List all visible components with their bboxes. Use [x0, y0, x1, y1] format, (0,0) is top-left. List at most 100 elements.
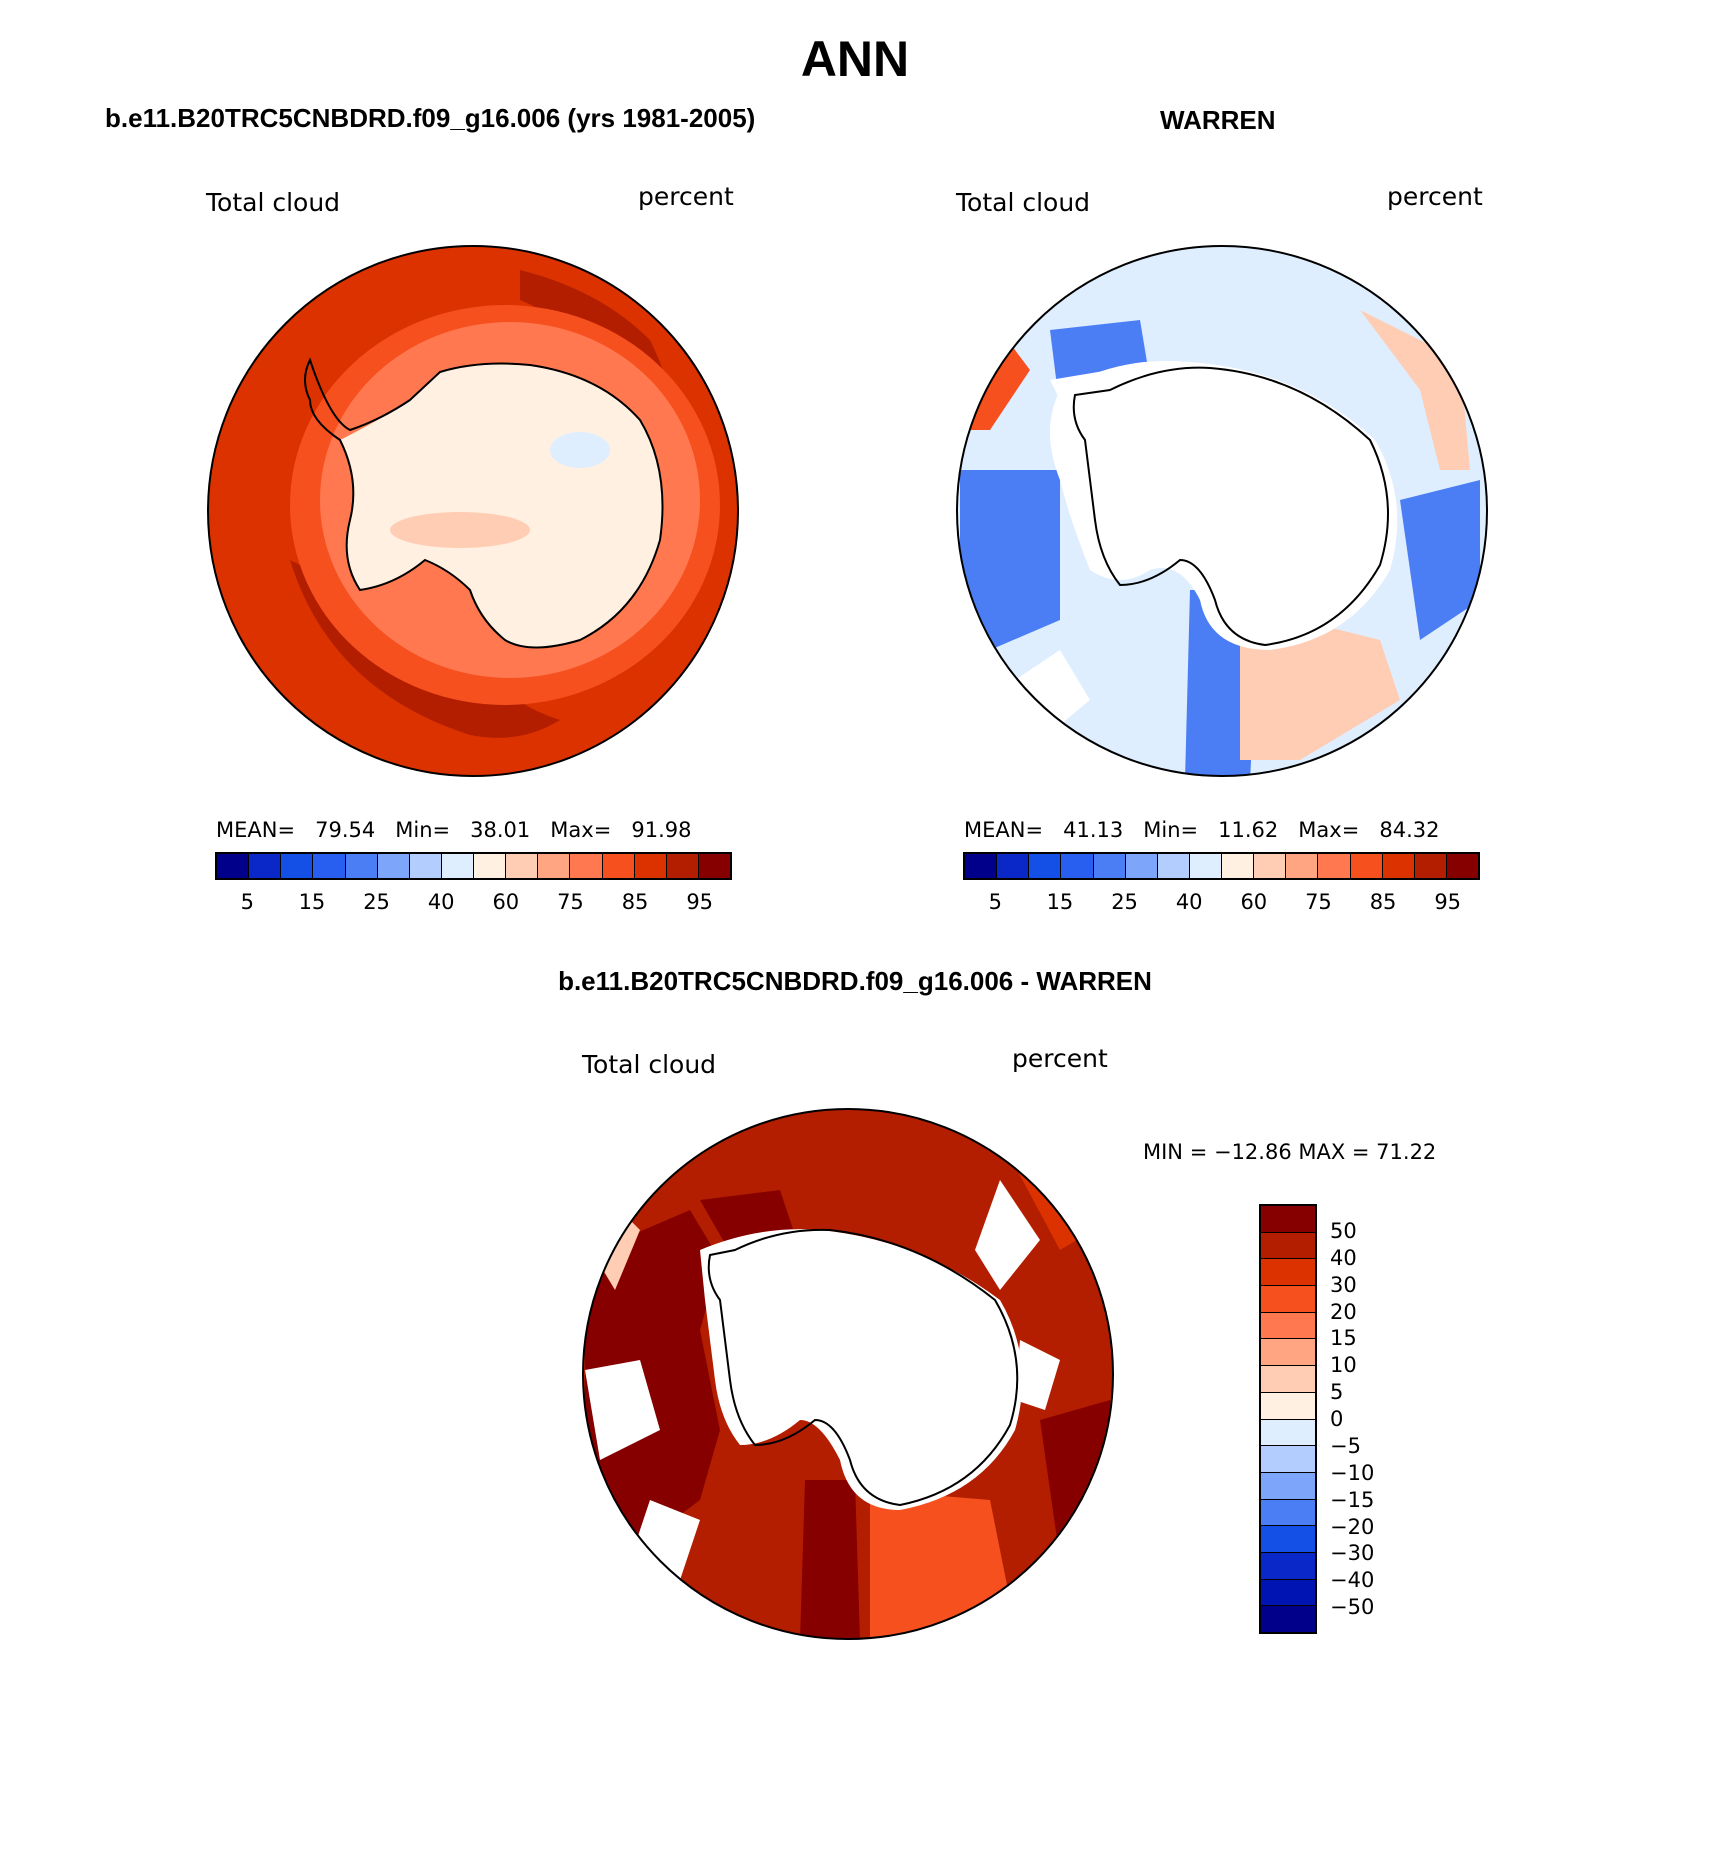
map-model-ridge: [390, 512, 530, 548]
colorbar-tick-label: 60: [492, 890, 520, 914]
colorbar-tick-label: −10: [1330, 1460, 1375, 1485]
colorbar-swatch: [441, 854, 474, 878]
stats-model-mean: 79.54: [315, 818, 376, 842]
colorbar-swatch: [1261, 1606, 1315, 1632]
colorbar-tick-label: 60: [1240, 890, 1268, 914]
colorbar-swatch: [1261, 1259, 1315, 1287]
map-model-low-cloud: [550, 432, 610, 468]
colorbar-tick-label: 85: [621, 890, 649, 914]
colorbar-tick-label: 15: [298, 890, 326, 914]
colorbar-swatch: [666, 854, 699, 878]
stats-obs-min: 11.62: [1218, 818, 1279, 842]
map-obs-high-region-south: [1240, 620, 1400, 760]
colorbar-swatch: [1261, 1419, 1315, 1447]
map-diff-max-region-south: [800, 1480, 860, 1639]
stats-model-max-label: Max=: [550, 818, 612, 842]
colorbar-swatch: [570, 854, 603, 878]
colorbar-tick-label: 20: [1330, 1299, 1357, 1324]
colorbar-tick-label: 0: [1330, 1407, 1344, 1431]
stats-obs-mean: 41.13: [1063, 818, 1124, 842]
map-diff-frame: [582, 1108, 1114, 1640]
colorbar-swatch: [1029, 854, 1062, 878]
colorbar-swatch: [1350, 854, 1383, 878]
map-obs-high-region-east: [1360, 310, 1470, 470]
map-diff-missing-west: [585, 1360, 660, 1460]
colorbar-model: [215, 852, 732, 880]
stats-model-max: 91.98: [631, 818, 692, 842]
colorbar-swatch: [1318, 854, 1351, 878]
variable-label-diff: Total cloud: [582, 1050, 717, 1079]
stats-obs-max: 84.32: [1379, 818, 1440, 842]
colorbar-tick-label: 15: [1046, 890, 1074, 914]
colorbar-tick-label: 25: [363, 890, 390, 914]
colorbar-swatch: [474, 854, 507, 878]
map-diff-orange-region-south: [870, 1490, 1010, 1639]
colorbar-tick-label: 40: [1175, 890, 1203, 914]
stats-diff-minmax: MIN = −12.86 MAX = 71.22: [1143, 1140, 1437, 1164]
colorbar-swatch: [409, 854, 442, 878]
map-model: [208, 246, 738, 776]
colorbar-swatch: [1261, 1526, 1315, 1553]
colorbar-tick-label: −50: [1330, 1595, 1375, 1620]
colorbar-swatch: [1446, 854, 1478, 878]
colorbar-swatch: [1261, 1312, 1315, 1340]
colorbar-swatch: [1261, 1339, 1315, 1367]
unit-label-obs: percent: [1387, 182, 1483, 211]
colorbar-tick-label: 95: [1434, 890, 1462, 914]
stats-model-mean-label: MEAN=: [216, 818, 296, 842]
colorbar-model-ticks: 5 15 25 40 60 75 85 95: [215, 890, 732, 916]
colorbar-swatch: [1261, 1446, 1315, 1473]
colorbar-tick-label: 5: [240, 890, 254, 914]
colorbar-swatch: [1261, 1579, 1315, 1607]
colorbar-swatch: [1261, 1552, 1315, 1580]
colorbar-swatch: [1189, 854, 1222, 878]
panel-title-obs: WARREN: [1160, 105, 1276, 135]
colorbar-tick-label: 85: [1369, 890, 1397, 914]
map-obs-antarctica-missing: [1050, 360, 1398, 650]
colorbar-swatch: [1222, 854, 1255, 878]
colorbar-swatch: [377, 854, 410, 878]
stats-obs: MEAN= 41.13 Min= 11.62 Max= 84.32: [964, 818, 1439, 842]
colorbar-swatch: [1157, 854, 1190, 878]
colorbar-tick-label: 40: [427, 890, 455, 914]
colorbar-tick-label: 5: [988, 890, 1002, 914]
panel-title-model: b.e11.B20TRC5CNBDRD.f09_g16.006 (yrs 198…: [105, 103, 756, 133]
colorbar-swatch: [538, 854, 571, 878]
colorbar-tick-label: −40: [1330, 1568, 1375, 1593]
variable-label-obs: Total cloud: [956, 188, 1091, 217]
colorbar-swatch: [1261, 1392, 1315, 1420]
colorbar-swatch: [602, 854, 635, 878]
colorbar-obs-ticks: 5 15 25 40 60 75 85 95: [963, 890, 1480, 916]
colorbar-tick-label: 40: [1330, 1245, 1357, 1270]
colorbar-swatch: [1093, 854, 1126, 878]
colorbar-tick-label: −15: [1330, 1487, 1375, 1512]
colorbar-tick-label: 10: [1330, 1353, 1357, 1378]
stats-obs-max-label: Max=: [1298, 818, 1360, 842]
colorbar-swatch: [1125, 854, 1158, 878]
colorbar-diff-ticks: 50 40 30 20 15 10 5 0 −5 −10 −15 −20 −30 −40 −50: [1330, 1204, 1410, 1634]
colorbar-swatch: [249, 854, 282, 878]
stats-model-min-label: Min=: [395, 818, 451, 842]
map-obs-missing-peninsula: [1050, 370, 1130, 440]
colorbar-tick-label: −20: [1330, 1514, 1375, 1539]
colorbar-swatch: [698, 854, 730, 878]
unit-label-model: percent: [638, 182, 734, 211]
colorbar-tick-label: 25: [1111, 890, 1138, 914]
colorbar-swatch: [313, 854, 346, 878]
colorbar-swatch: [1254, 854, 1287, 878]
map-diff-max-region-west: [585, 1210, 720, 1560]
colorbar-swatch: [965, 854, 998, 878]
unit-label-diff: percent: [1012, 1044, 1108, 1073]
stats-obs-mean-label: MEAN=: [964, 818, 1044, 842]
colorbar-swatch: [1261, 1286, 1315, 1313]
colorbar-tick-label: 30: [1330, 1272, 1357, 1297]
panel-title-diff: b.e11.B20TRC5CNBDRD.f09_g16.006 - WARREN: [558, 966, 1152, 996]
map-diff-antarctica-missing: [700, 1229, 1023, 1510]
colorbar-swatch: [1382, 854, 1415, 878]
colorbar-tick-label: −30: [1330, 1541, 1375, 1566]
map-obs-coastline: [1072, 366, 1389, 647]
map-diff: [583, 1109, 1113, 1639]
stats-model: MEAN= 79.54 Min= 38.01 Max= 91.98: [216, 818, 691, 842]
stats-model-min: 38.01: [470, 818, 531, 842]
